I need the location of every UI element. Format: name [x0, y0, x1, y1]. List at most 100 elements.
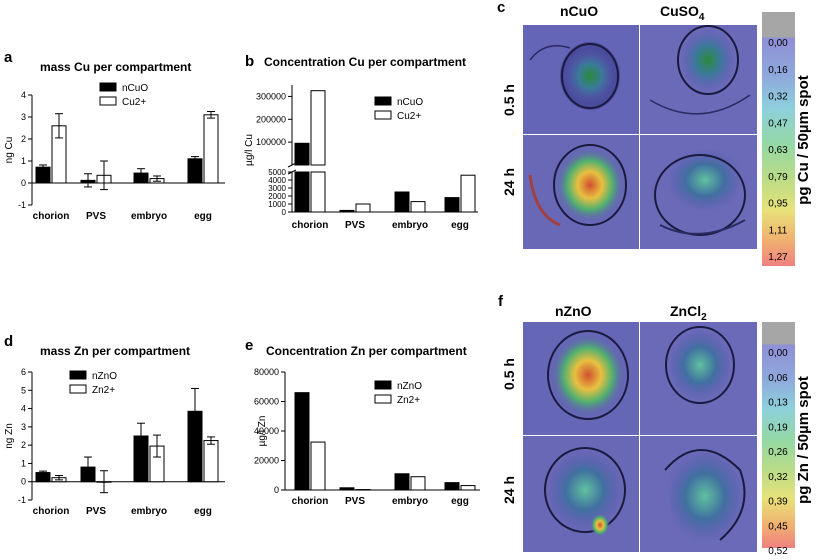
- panel-letter-c: c: [497, 0, 505, 16]
- color-scale-tick: 0,06: [768, 373, 788, 384]
- y-tick-label: 0: [21, 477, 26, 487]
- y-tick-label: 100000: [256, 137, 286, 147]
- color-scale-tick: 0,00: [768, 38, 788, 49]
- panel-title-d: mass Zn per compartment: [40, 344, 190, 358]
- y-tick-label: 20000: [254, 456, 279, 466]
- legend-label-ncuo: nCuO: [397, 97, 423, 108]
- bar-zn2-egg: [203, 440, 219, 483]
- x-tick-label-embryo: embryo: [392, 496, 428, 507]
- bar-ncuo-pvs: [339, 209, 355, 213]
- chart-mass-cu: -1 0 1 2 3 4 ng Cu chorion PVS embryo egg nCuO Cu2+: [4, 82, 225, 222]
- imaging-tile-ncuo-24h: [523, 135, 639, 249]
- legend-swatch-nzno: [69, 370, 87, 380]
- bar-ncuo-embryo: [394, 191, 410, 213]
- y-axis-label: ng Cu: [4, 137, 15, 164]
- y-tick-label: 3: [21, 422, 26, 432]
- x-tick-label-egg: egg: [194, 211, 212, 222]
- legend-swatch-nzno: [374, 380, 392, 390]
- legend-label-nzno: nZnO: [397, 381, 422, 392]
- y-tick-label: 4: [21, 90, 26, 100]
- x-tick-label-embryo: embryo: [131, 211, 167, 222]
- panel-title-b: Concentration Cu per compartment: [264, 55, 466, 69]
- color-scale-label-zn: pg Zn / 50µm spot: [795, 376, 812, 504]
- color-scale-tick: 0,45: [768, 521, 788, 532]
- bar-ncuo-egg: [444, 197, 460, 213]
- legend-label-zn2: Zn2+: [397, 395, 420, 406]
- bar-cu2-chorion: [310, 90, 326, 213]
- color-scale-tick: 1,11: [769, 225, 788, 236]
- legend-swatch-zn2: [374, 394, 392, 404]
- imaging-tile-cuso4-24h: [640, 135, 757, 249]
- bar-nzno-chorion: [294, 392, 310, 491]
- bar-cu2-pvs: [355, 203, 371, 213]
- y-tick-label: 300000: [256, 91, 286, 101]
- imaging-row-24h-zn: 24 h: [501, 476, 517, 504]
- legend-swatch-cu2: [374, 110, 392, 120]
- imaging-row-0-5h-zn: 0.5 h: [501, 358, 517, 390]
- y-tick-label: 5000: [268, 168, 286, 177]
- bar-segment-lower: [310, 171, 326, 213]
- legend-swatch-zn2: [69, 384, 87, 394]
- color-scale-tick: 0,26: [768, 447, 788, 458]
- color-scale-tick: 0,13: [768, 398, 788, 409]
- bar-ncuo-egg: [187, 158, 203, 184]
- x-tick-label-egg: egg: [451, 220, 469, 231]
- imaging-tile-nzno-24h: [523, 436, 639, 552]
- y-tick-label: 60000: [254, 397, 279, 407]
- color-scale-tick: 1,27: [768, 252, 788, 263]
- legend-swatch-ncuo: [374, 96, 392, 106]
- y-tick-label: -1: [18, 200, 26, 210]
- x-tick-label-embryo: embryo: [131, 506, 167, 517]
- y-tick-label: 2000: [268, 192, 286, 201]
- imaging-tile-ncuo-0-5h: [523, 25, 639, 134]
- legend-label-ncuo: nCuO: [122, 83, 148, 94]
- color-scale-tick: 0,63: [768, 145, 788, 156]
- imaging-row-0-5h-cu: 0.5 h: [501, 84, 517, 116]
- legend-swatch-ncuo: [99, 82, 117, 92]
- legend-label-nzno: nZnO: [92, 371, 117, 382]
- panel-title-e: Concentration Zn per compartment: [266, 344, 467, 358]
- imaging-col-ncuo: nCuO: [560, 3, 598, 19]
- y-axis-label: µg/l Zn: [257, 416, 268, 447]
- imaging-tile-cuso4-0-5h: [640, 25, 757, 134]
- bar-zn2-egg: [460, 485, 476, 491]
- color-scale-tick: 0,16: [768, 65, 788, 76]
- color-scale-tick: 0,39: [768, 497, 788, 508]
- imaging-tile-zncl2-24h: [640, 436, 757, 552]
- bar-segment-upper: [294, 142, 310, 166]
- y-tick-label: 4000: [268, 176, 286, 185]
- color-scale-tick: 0,19: [768, 422, 788, 433]
- bar-nzno-egg: [444, 482, 460, 491]
- legend-swatch-cu2: [99, 96, 117, 106]
- bar-cu2-egg: [460, 174, 476, 213]
- imaging-col-zncl2: ZnCl2: [670, 303, 707, 323]
- x-tick-label-pvs: PVS: [345, 496, 365, 507]
- bar-ncuo-chorion: [294, 142, 310, 213]
- y-tick-label: 0: [21, 178, 26, 188]
- y-tick-label: 1: [21, 458, 26, 468]
- y-tick-label: 2: [21, 134, 26, 144]
- y-tick-label: 0: [274, 485, 279, 495]
- color-scale-tick: 0,95: [768, 199, 788, 210]
- bar-nzno-embryo: [394, 473, 410, 491]
- y-tick-label: 3: [21, 112, 26, 122]
- color-scale-tick: 0,47: [768, 118, 788, 129]
- x-tick-label-chorion: chorion: [292, 496, 329, 507]
- imaging-tile-nzno-0-5h: [523, 322, 639, 435]
- chart-mass-zn: -1 0 1 2 3 4 5 6 ng Zn chorion PVS embryo egg nZnO Zn2…: [4, 367, 225, 517]
- legend-label-zn2: Zn2+: [92, 385, 115, 396]
- color-scale-zn: 0,00 0,06 0,13 0,19 0,26 0,32 0,39 0,45 0,52 pg …: [762, 322, 812, 557]
- bar-zn2-embryo: [410, 476, 426, 491]
- y-tick-label: 0: [282, 208, 287, 217]
- color-scale-tick: 0,00: [768, 348, 788, 359]
- bar-zn2-chorion: [310, 441, 326, 491]
- y-tick-label: 1: [21, 156, 26, 166]
- panel-letter-f: f: [498, 293, 504, 310]
- color-scale-tick: 0,32: [768, 472, 788, 483]
- color-scale-label-cu: pg Cu / 50µm spot: [795, 75, 812, 205]
- x-tick-label-chorion: chorion: [33, 211, 70, 222]
- y-axis-label: ng Zn: [4, 423, 15, 449]
- x-tick-label-pvs: PVS: [86, 211, 106, 222]
